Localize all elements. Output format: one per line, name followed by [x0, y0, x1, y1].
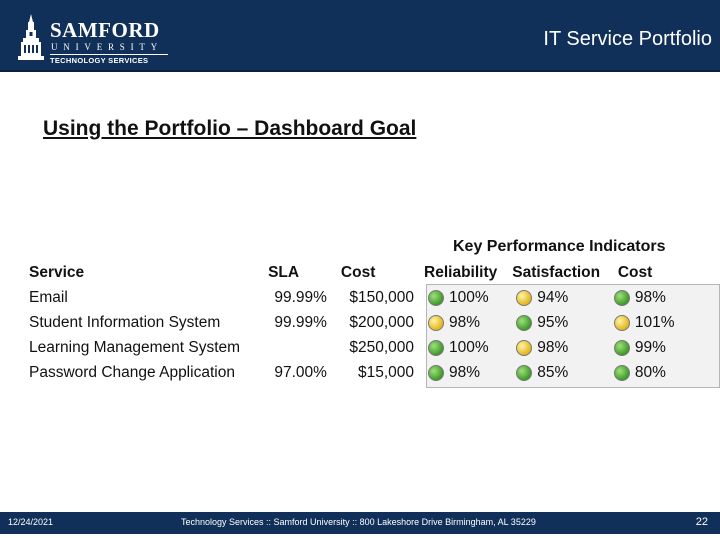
satisfaction-value: 94% — [537, 288, 569, 306]
column-header-cost: Cost — [340, 263, 376, 281]
column-header-kpi-cost: Cost — [617, 263, 653, 281]
footer-address: Technology Services :: Samford Universit… — [181, 517, 536, 527]
status-indicator-icon — [613, 314, 630, 331]
kpi-header-row: Service SLA Cost Reliability Satisfactio… — [24, 260, 700, 285]
logo-department: TECHNOLOGY SERVICES — [50, 56, 149, 65]
kpi-indicator-panel — [426, 284, 720, 388]
table-row: Student Information System 99.99% $200,000… — [24, 310, 700, 335]
service-name: Student Information System — [29, 313, 221, 331]
kpi-cost-value: 101% — [634, 313, 675, 331]
kpi-table: Service SLA Cost Reliability Satisfactio… — [24, 260, 700, 385]
table-row: Email 99.99% $150,000 100% 94% 98% — [24, 285, 700, 310]
kpi-cost-value: 98% — [634, 288, 666, 306]
page-number: 22 — [695, 516, 708, 528]
kpi-table-body: Email 99.99% $150,000 100% 94% 98% Student Inf… — [24, 285, 700, 385]
status-indicator-icon — [428, 364, 445, 381]
status-indicator-icon — [428, 339, 445, 356]
slide-title: Using the Portfolio – Dashboard Goal — [43, 117, 417, 140]
status-indicator-icon — [516, 364, 533, 381]
kpi-heading: Key Performance Indicators — [453, 238, 666, 255]
service-name: Password Change Application — [29, 363, 235, 381]
column-header-sla: SLA — [268, 263, 300, 281]
status-indicator-icon — [516, 289, 533, 306]
reliability-value: 100% — [449, 288, 489, 306]
kpi-cost-value: 80% — [634, 363, 666, 381]
kpi-cost-value: 99% — [634, 338, 666, 356]
reliability-cell: 100% — [424, 285, 512, 310]
satisfaction-cell: 98% — [512, 335, 606, 360]
status-indicator-icon — [428, 289, 445, 306]
satisfaction-value: 95% — [537, 313, 569, 331]
status-indicator-icon — [613, 364, 630, 381]
column-header-service: Service — [29, 263, 85, 281]
header-title: IT Service Portfolio — [543, 28, 712, 50]
column-header-reliability: Reliability — [424, 263, 498, 281]
reliability-cell: 98% — [424, 360, 512, 385]
reliability-cell: 98% — [424, 310, 512, 335]
header-bar: SAMFORD UNIVERSITY TECHNOLOGY SERVICES I… — [0, 0, 720, 72]
satisfaction-value: 98% — [537, 338, 569, 356]
sla-value: 99.99% — [274, 313, 327, 331]
sla-value: 99.99% — [274, 288, 327, 306]
status-indicator-icon — [428, 314, 445, 331]
status-indicator-icon — [516, 339, 533, 356]
table-row: Password Change Application 97.00% $15,000… — [24, 360, 700, 385]
satisfaction-cell: 85% — [512, 360, 606, 385]
reliability-value: 100% — [449, 338, 489, 356]
sla-value — [262, 335, 331, 360]
footer-date: 12/24/2021 — [8, 517, 54, 527]
satisfaction-value: 85% — [537, 363, 569, 381]
service-name: Learning Management System — [29, 338, 241, 356]
header-divider — [0, 70, 720, 72]
kpi-cost-cell: 80% — [606, 360, 700, 385]
table-row: Learning Management System $250,000 100% 98… — [24, 335, 700, 360]
status-indicator-icon — [613, 289, 630, 306]
reliability-cell: 100% — [424, 335, 512, 360]
sla-value: 97.00% — [274, 363, 327, 381]
kpi-cost-cell: 99% — [606, 335, 700, 360]
logo-wordmark: SAMFORD — [50, 18, 160, 42]
cost-value: $150,000 — [349, 288, 415, 306]
tower-icon — [18, 14, 44, 60]
footer-bar: 12/24/2021 Technology Services :: Samfor… — [0, 512, 720, 534]
cost-value: $15,000 — [358, 363, 415, 381]
cost-value: $200,000 — [349, 313, 415, 331]
reliability-value: 98% — [449, 363, 481, 381]
status-indicator-icon — [516, 314, 533, 331]
reliability-value: 98% — [449, 313, 481, 331]
status-indicator-icon — [613, 339, 630, 356]
logo-subtitle: UNIVERSITY — [51, 42, 163, 52]
kpi-cost-cell: 101% — [606, 310, 700, 335]
samford-logo: SAMFORD UNIVERSITY TECHNOLOGY SERVICES — [14, 12, 168, 68]
satisfaction-cell: 94% — [512, 285, 606, 310]
column-header-satisfaction: Satisfaction — [512, 263, 601, 281]
logo-divider — [50, 54, 168, 55]
service-name: Email — [29, 288, 68, 306]
kpi-cost-cell: 98% — [606, 285, 700, 310]
kpi-dashboard: Key Performance Indicators Service SLA C… — [24, 236, 720, 388]
cost-value: $250,000 — [349, 338, 415, 356]
satisfaction-cell: 95% — [512, 310, 606, 335]
